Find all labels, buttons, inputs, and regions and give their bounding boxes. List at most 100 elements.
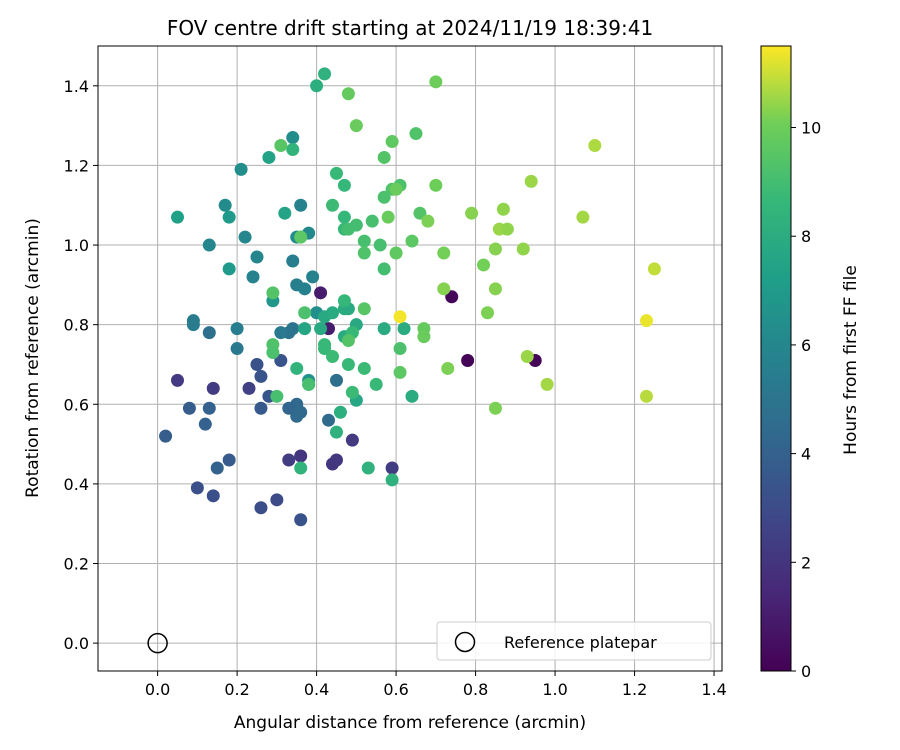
colorbar-ticks: 0 2 4 6 8 10 [791, 119, 821, 681]
colorbar-tick-label: 6 [801, 336, 811, 355]
data-point [266, 346, 280, 360]
data-point [405, 234, 419, 248]
data-point [242, 381, 256, 395]
data-point [266, 286, 280, 300]
data-point [298, 322, 312, 336]
data-point [516, 242, 530, 256]
data-point [325, 350, 339, 364]
data-point [389, 182, 403, 196]
data-point [349, 218, 363, 232]
data-point [357, 302, 371, 316]
colorbar-tick-label: 10 [801, 119, 821, 138]
colorbar-tick-label: 4 [801, 445, 811, 464]
data-point [234, 162, 248, 176]
data-point [337, 294, 351, 308]
x-tick-label: 1.0 [542, 680, 567, 699]
data-point [254, 501, 268, 515]
data-point [441, 361, 455, 375]
data-point [377, 150, 391, 164]
data-point [250, 250, 264, 264]
data-point [274, 353, 288, 367]
data-point [385, 461, 399, 475]
data-point [274, 326, 288, 340]
data-point [361, 461, 375, 475]
y-tick-label: 0.8 [64, 316, 89, 335]
y-axis-ticks: 0.0 0.2 0.4 0.6 0.8 1.0 1.2 1.4 [64, 77, 98, 653]
data-point [230, 342, 244, 356]
data-point [341, 357, 355, 371]
data-point [254, 369, 268, 383]
data-point [445, 290, 459, 304]
data-point [488, 242, 502, 256]
legend-reference-label: Reference platepar [504, 633, 657, 652]
data-point [325, 198, 339, 212]
data-point [373, 238, 387, 252]
data-point [488, 282, 502, 296]
data-point [270, 493, 284, 507]
colorbar-tick-label: 2 [801, 553, 811, 572]
data-point [294, 405, 308, 419]
data-point [286, 131, 300, 145]
data-point [639, 389, 653, 403]
data-point [393, 310, 407, 324]
data-point [230, 322, 244, 336]
data-point [329, 373, 343, 387]
data-point [341, 334, 355, 348]
colorbar-tick-label: 8 [801, 227, 811, 246]
data-point [198, 417, 212, 431]
x-tick-label: 0.2 [224, 680, 249, 699]
data-point [182, 401, 196, 415]
x-axis-ticks: 0.0 0.2 0.4 0.6 0.8 1.0 1.2 1.4 [145, 671, 727, 699]
data-point [345, 433, 359, 447]
data-point [385, 135, 399, 149]
colorbar-gradient [760, 45, 792, 672]
data-points [147, 67, 661, 654]
data-point [381, 210, 395, 224]
data-point [397, 322, 411, 336]
data-point [159, 429, 173, 443]
data-point [302, 377, 316, 391]
data-point [322, 413, 336, 427]
data-point [294, 449, 308, 463]
data-point [202, 401, 216, 415]
data-point [377, 322, 391, 336]
data-point [477, 258, 491, 272]
data-point [222, 210, 236, 224]
x-tick-label: 0.8 [463, 680, 488, 699]
data-point [246, 270, 260, 284]
data-point [405, 389, 419, 403]
grid [98, 46, 722, 671]
data-point [318, 67, 332, 81]
data-point [357, 246, 371, 260]
data-point [206, 489, 220, 503]
data-point [170, 373, 184, 387]
data-point [365, 214, 379, 228]
data-point [250, 357, 264, 371]
data-point [341, 87, 355, 101]
data-point [210, 461, 224, 475]
data-point [282, 401, 296, 415]
y-tick-label: 0.4 [64, 475, 89, 494]
data-point [377, 190, 391, 204]
data-point [357, 234, 371, 248]
data-point [278, 206, 292, 220]
data-point [218, 198, 232, 212]
y-tick-label: 0.6 [64, 395, 89, 414]
data-point [329, 453, 343, 467]
data-point [500, 222, 514, 236]
data-point [481, 306, 495, 320]
data-point [306, 270, 320, 284]
data-point [337, 178, 351, 192]
x-axis-label: Angular distance from reference (arcmin) [234, 713, 586, 733]
data-point [417, 330, 431, 344]
y-tick-label: 1.4 [64, 77, 89, 96]
data-point [429, 75, 443, 89]
data-point [314, 286, 328, 300]
data-point [337, 210, 351, 224]
data-point [318, 338, 332, 352]
data-point [294, 230, 308, 244]
data-point [254, 401, 268, 415]
data-point [385, 473, 399, 487]
data-point [290, 361, 304, 375]
